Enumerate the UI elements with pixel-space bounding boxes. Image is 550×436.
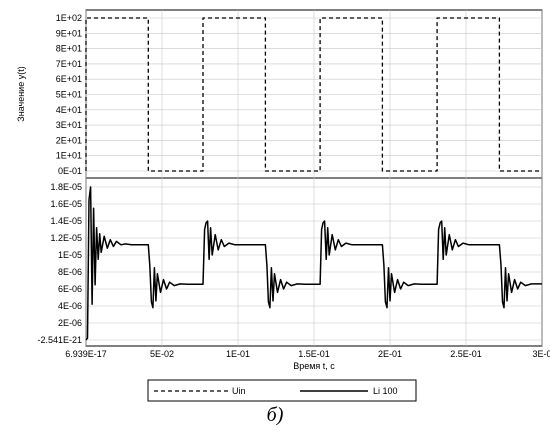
x-tick-label: 5E-02 — [150, 349, 174, 359]
series-li100-line — [85, 186, 542, 341]
y-tick-label: 6E+01 — [56, 74, 82, 84]
y-tick-label: 8E+01 — [56, 44, 82, 54]
y-axis-label: Значение y(t) — [16, 66, 26, 121]
y-tick-label: 6E-06 — [58, 284, 82, 294]
y-tick-label: 1.4E-05 — [50, 216, 82, 226]
y-tick-label: 5E+01 — [56, 90, 82, 100]
legend-li-label: Li 100 — [373, 386, 398, 396]
x-tick-labels: 6.939E-17 5E-02 1E-01 1.5E-01 2E-01 2.5E-01 3E… — [65, 349, 550, 359]
y-tick-label: 9E+01 — [56, 28, 82, 38]
y-tick-label: 7E+01 — [56, 59, 82, 69]
y-tick-labels: 1E+02 9E+01 8E+01 7E+01 6E+01 5E+01 4E+01 3E+01… — [37, 13, 82, 345]
legend-box — [147, 379, 417, 402]
x-tick-label: 2.5E-01 — [450, 349, 482, 359]
y-tick-label: 1E+01 — [56, 151, 82, 161]
y-tick-label: 2E-06 — [58, 318, 82, 328]
x-tick-label: 6.939E-17 — [65, 349, 107, 359]
y-tick-label: 1.8E-05 — [50, 182, 82, 192]
x-tick-label: 1.5E-01 — [298, 349, 330, 359]
figure-caption: б) — [266, 404, 284, 426]
y-tick-label: 0E-01 — [58, 166, 82, 176]
y-tick-label: 4E-06 — [58, 301, 82, 311]
x-tick-label: 2E-01 — [378, 349, 402, 359]
legend: Uin Li 100 — [147, 379, 417, 402]
y-tick-label: 2E+01 — [56, 135, 82, 145]
series-uin-line — [85, 17, 542, 172]
y-tick-label: 1E+02 — [56, 13, 82, 23]
y-tick-label: 3E+01 — [56, 120, 82, 130]
y-tick-label: 4E+01 — [56, 105, 82, 115]
grid-lines — [85, 10, 543, 346]
series-lines — [85, 17, 542, 341]
y-tick-label: 8E-06 — [58, 267, 82, 277]
y-tick-label: 1.6E-05 — [50, 199, 82, 209]
x-axis-label: Время t, c — [293, 361, 335, 371]
y-tick-label: 1.2E-05 — [50, 233, 82, 243]
x-tick-label: 1E-01 — [226, 349, 250, 359]
x-tick-label: 3E-0 — [532, 349, 550, 359]
legend-uin-label: Uin — [232, 386, 246, 396]
y-tick-label: 1E-05 — [58, 250, 82, 260]
y-tick-label: -2.541E-21 — [37, 335, 82, 345]
